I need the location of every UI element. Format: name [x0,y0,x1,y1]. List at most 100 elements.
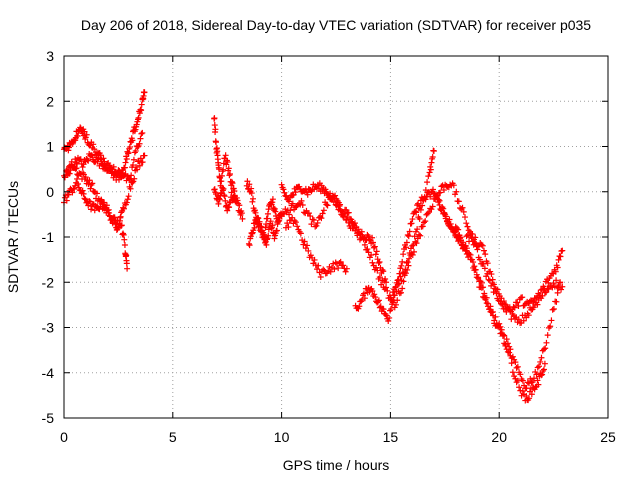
x-tick-labels: 0 5 10 15 20 25 [60,429,616,445]
data-point [320,207,327,214]
data-point [437,189,444,196]
data-point [218,178,225,185]
data-point [358,228,365,235]
data-point [409,251,416,258]
data-point [77,124,84,131]
data-point [447,224,454,231]
data-point [299,202,306,209]
data-point [106,162,113,169]
data-point [86,198,93,205]
data-point [212,126,219,133]
data-point [134,166,141,173]
data-points [61,89,566,404]
data-point [510,303,517,310]
data-point [130,162,137,169]
series-track-i [278,180,390,286]
data-point [292,219,299,226]
data-point [455,198,462,205]
data-point [305,247,312,254]
data-point [224,158,231,165]
data-point [534,364,541,371]
data-point [395,276,402,283]
data-point [130,156,137,163]
data-point [355,229,362,236]
data-point [135,114,142,121]
data-point [286,198,293,205]
data-point [81,195,88,202]
data-point [520,317,527,324]
data-point [440,186,447,193]
data-point [137,106,144,113]
data-point [497,323,504,330]
data-point [404,232,411,239]
data-point [435,199,442,206]
data-point [109,220,116,227]
data-point [369,259,376,266]
data-point [264,210,271,217]
data-point [216,195,223,202]
data-point [314,266,321,273]
data-point [291,217,298,224]
data-point [69,189,76,196]
data-point [399,258,406,265]
y-tick-label: -2 [42,274,55,290]
data-point [364,231,371,238]
data-point [541,360,548,367]
data-point [445,221,452,228]
data-point [531,375,538,382]
data-point [428,206,435,213]
data-point [382,311,389,318]
data-point [86,177,93,184]
y-axis-label: SDTVAR / TECUs [5,181,21,293]
data-point [405,233,412,240]
data-point [327,268,334,275]
data-point [409,242,416,249]
data-point [519,387,526,394]
data-point [472,266,479,273]
data-point [343,265,350,272]
data-point [383,279,390,286]
data-point [138,107,145,114]
data-point [514,299,521,306]
data-point [285,224,292,231]
data-point [226,172,233,179]
data-point [369,288,376,295]
data-point [260,233,267,240]
data-point [289,214,296,221]
x-tick-label: 25 [600,429,616,445]
data-point [263,241,270,248]
data-point [342,268,349,275]
data-point [482,251,489,258]
data-point [269,196,276,203]
data-point [364,246,371,253]
data-point [267,218,274,225]
data-point [455,226,462,233]
data-point [380,306,387,313]
y-tick-label: 2 [46,93,54,109]
y-tick-label: 0 [46,184,54,200]
data-point [460,239,467,246]
data-point [530,298,537,305]
data-point [107,165,114,172]
data-point [542,345,549,352]
data-point [245,240,252,247]
data-point [313,222,320,229]
data-point [120,204,127,211]
data-point [476,256,483,263]
data-point [528,391,535,398]
data-point [307,213,314,220]
data-point [488,271,495,278]
data-point [218,172,225,179]
data-point [559,247,566,254]
data-point [372,251,379,258]
data-point [213,139,220,146]
data-point [414,226,421,233]
data-point [251,224,258,231]
data-point [412,228,419,235]
data-point [360,290,367,297]
data-point [508,360,515,367]
data-point [470,259,477,266]
data-point [222,197,229,204]
data-point [472,234,479,241]
data-point [268,225,275,232]
